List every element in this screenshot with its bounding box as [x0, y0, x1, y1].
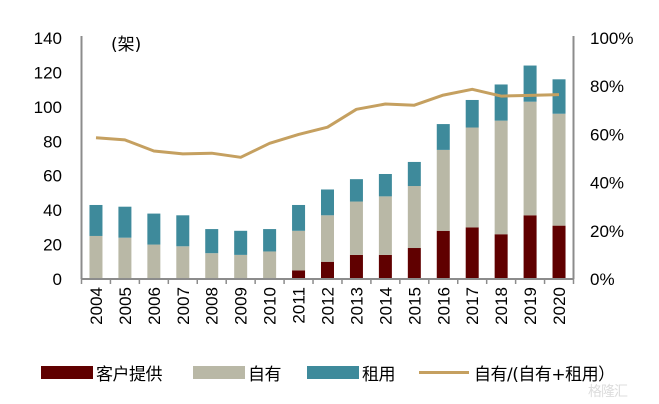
y-left-tick-label: 140 [34, 29, 62, 48]
y-left-tick-label: 0 [53, 270, 62, 289]
bar-leased-2011 [292, 204, 306, 231]
bar-leased-2010 [263, 229, 277, 252]
bar-leased-2005 [118, 206, 132, 238]
bar-leased-2004 [89, 204, 103, 236]
bar-leased-2007 [176, 215, 190, 247]
bar-owned-2005 [118, 237, 132, 279]
legend-swatch-customer-provided [41, 365, 93, 379]
y-right-tick-label: 60% [590, 125, 624, 144]
bar-owned-2018 [494, 120, 508, 235]
legend-item-owned-ratio: 自有/(自有+租用） [419, 360, 615, 385]
y-left-tick-label: 120 [34, 63, 62, 82]
y-right-tick-label: 20% [590, 222, 624, 241]
bar-leased-2017 [465, 99, 479, 128]
bar-leased-2008 [205, 229, 219, 254]
x-tick-label: 2005 [116, 287, 135, 325]
bar-owned-2012 [321, 215, 334, 262]
bar-owned-2004 [89, 235, 103, 279]
x-tick-label: 2011 [290, 287, 309, 324]
bar-owned-2020 [552, 113, 566, 226]
legend-swatch-owned [193, 365, 245, 379]
bar-customer-provided-2013 [349, 254, 363, 279]
x-tick-label: 2007 [174, 287, 193, 325]
bar-owned-2009 [234, 254, 248, 279]
x-tick-label: 2004 [87, 287, 106, 325]
bar-owned-2017 [465, 127, 479, 228]
y-left-tick-label: 40 [43, 201, 62, 220]
bar-owned-2014 [378, 196, 392, 255]
bar-owned-2016 [436, 149, 450, 231]
bar-leased-2018 [494, 84, 508, 121]
x-tick-label: 2010 [261, 287, 280, 325]
owned-ratio-line [95, 87, 560, 159]
y-right-tick-label: 0% [590, 270, 615, 289]
legend-label: 客户提供 [96, 364, 163, 385]
x-tick-label: 2016 [434, 287, 453, 325]
bar-leased-2013 [349, 179, 363, 202]
y-left-tick-label: 60 [43, 167, 62, 186]
bar-owned-2019 [523, 101, 537, 216]
bar-owned-2015 [407, 186, 421, 249]
bar-owned-2011 [292, 230, 306, 271]
unit-label: (架) [111, 35, 141, 55]
bar-customer-provided-2017 [465, 227, 479, 279]
legend-swatch-leased [307, 365, 359, 379]
x-tick-label: 2017 [463, 287, 482, 325]
legend-label: 自有/(自有+租用） [474, 364, 615, 385]
bar-customer-provided-2015 [407, 248, 421, 279]
bar-customer-provided-2016 [436, 230, 450, 279]
bar-customer-provided-2014 [378, 254, 392, 279]
bar-leased-2015 [407, 161, 421, 187]
axes-group: 0 20 40 60 80 100 120 140 0% 20% 40% 60% 80% 100% 2004… [34, 29, 634, 325]
legend-label: 自有 [248, 364, 282, 385]
bar-owned-2013 [349, 201, 363, 255]
legend-item-leased: 租用 [307, 360, 396, 385]
y-left-tick-label: 100 [34, 98, 62, 117]
y-right-tick-label: 100% [590, 29, 633, 48]
bar-leased-2016 [436, 124, 450, 150]
bar-leased-2006 [147, 213, 161, 245]
x-tick-label: 2015 [405, 287, 424, 325]
x-tick-label: 2012 [319, 287, 338, 325]
bar-leased-2009 [234, 230, 248, 255]
bar-customer-provided-2018 [494, 234, 508, 279]
legend-item-customer-provided: 客户提供 [41, 360, 163, 385]
bars-group [89, 65, 566, 279]
bar-customer-provided-2012 [321, 261, 334, 279]
x-tick-label: 2013 [347, 287, 366, 325]
bar-owned-2006 [147, 244, 161, 279]
bar-leased-2014 [378, 173, 392, 197]
y-right-tick-label: 80% [590, 77, 624, 96]
line-group [95, 87, 560, 159]
bar-leased-2012 [321, 189, 334, 216]
x-tick-label: 2006 [145, 287, 164, 325]
x-tick-label: 2008 [203, 287, 222, 325]
x-tick-label: 2020 [550, 287, 569, 325]
bar-owned-2007 [176, 246, 190, 279]
x-tick-label: 2014 [376, 287, 395, 325]
bar-leased-2020 [552, 79, 566, 114]
y-left-tick-label: 20 [43, 236, 62, 255]
bar-leased-2019 [523, 65, 537, 102]
bar-customer-provided-2020 [552, 225, 566, 279]
bar-customer-provided-2019 [523, 215, 537, 279]
legend-swatch-owned-ratio [419, 370, 469, 374]
y-left-tick-label: 80 [43, 132, 62, 151]
bar-owned-2008 [205, 253, 219, 279]
legend: 客户提供 自有 租用 自有/(自有+租用） [0, 360, 659, 385]
x-tick-label: 2009 [232, 287, 251, 325]
bar-owned-2010 [263, 251, 277, 279]
y-right-tick-label: 40% [590, 174, 624, 193]
legend-item-owned: 自有 [193, 360, 282, 385]
x-tick-label: 2019 [521, 287, 540, 325]
watermark: 格隆汇 [588, 384, 628, 400]
legend-label: 租用 [362, 364, 396, 385]
x-tick-label: 2018 [492, 287, 511, 325]
bar-customer-provided-2011 [292, 270, 306, 279]
